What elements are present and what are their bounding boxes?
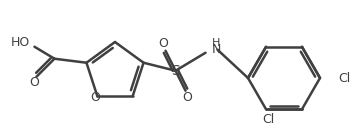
Text: O: O — [159, 37, 168, 50]
Text: O: O — [30, 76, 39, 89]
Text: S: S — [171, 64, 180, 78]
Text: O: O — [90, 91, 100, 104]
Text: H: H — [211, 38, 220, 48]
Text: Cl: Cl — [338, 72, 350, 85]
Text: O: O — [182, 91, 193, 104]
Text: N: N — [211, 43, 221, 56]
Text: Cl: Cl — [262, 113, 274, 126]
Text: HO: HO — [11, 36, 30, 49]
